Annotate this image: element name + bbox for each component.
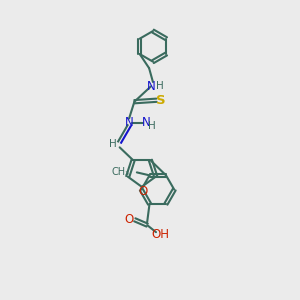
Text: N: N xyxy=(142,116,151,129)
Text: O: O xyxy=(125,213,134,226)
Text: H: H xyxy=(156,81,164,92)
Text: N: N xyxy=(125,116,134,129)
Text: H: H xyxy=(109,140,117,149)
Text: OH: OH xyxy=(152,228,169,241)
Text: H: H xyxy=(148,122,155,131)
Text: S: S xyxy=(156,94,166,107)
Text: O: O xyxy=(138,185,148,198)
Text: N: N xyxy=(146,80,155,93)
Text: CH₃: CH₃ xyxy=(112,167,130,177)
